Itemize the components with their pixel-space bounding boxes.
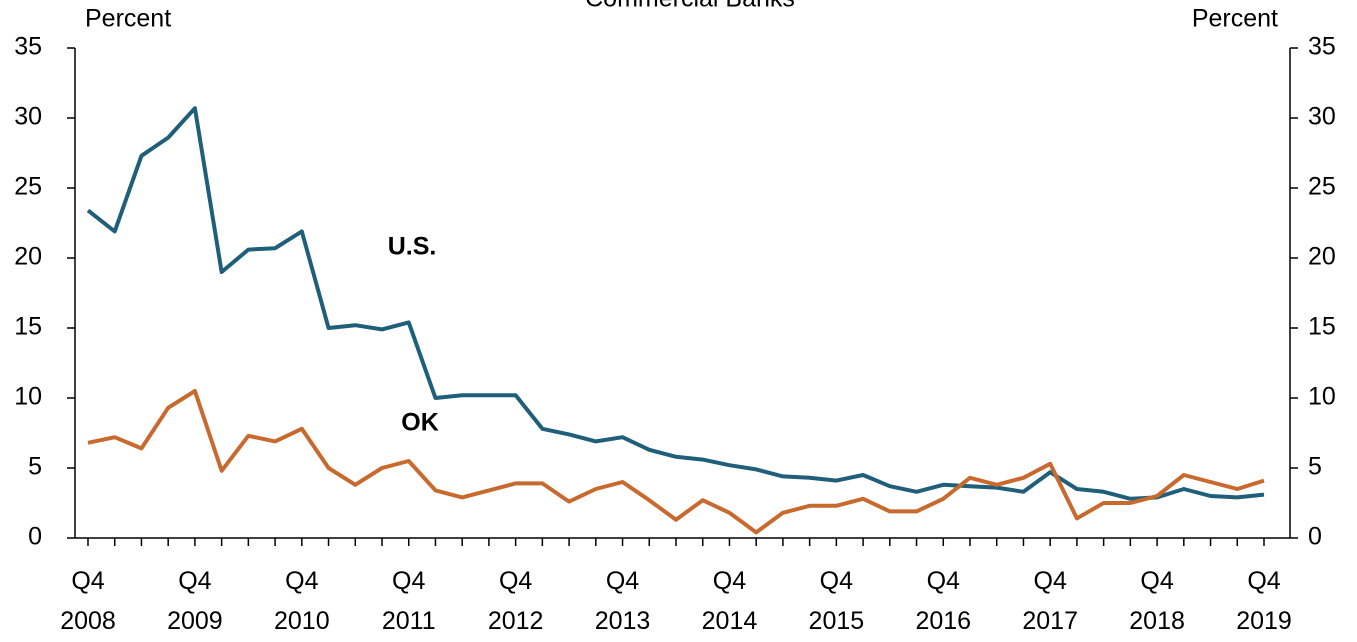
y2-tick-label: 15 [1308,313,1336,341]
series-line [87,389,1265,535]
y2-tick-label: 10 [1308,383,1336,411]
y-tick-label: 0 [28,523,42,551]
x-tick-label: Q4 2009 [167,567,223,635]
y2-tick-label: 30 [1308,103,1336,131]
x-tick-label: Q4 2014 [702,567,758,635]
x-tick-label: Q4 2008 [60,567,116,635]
x-tick-label: Q4 2011 [382,567,436,635]
x-tick-label: Q4 2019 [1236,567,1292,635]
y-tick-label: 5 [28,453,42,481]
x-tick-label: Q4 2015 [809,567,865,635]
y2-tick-label: 20 [1308,243,1336,271]
x-tick-label: Q4 2016 [915,567,971,635]
x-tick-label: Q4 2017 [1022,567,1078,635]
series-annotation: U.S. [388,233,437,261]
y-tick-label: 30 [14,103,42,131]
chart-title: Commercial Banks [585,0,795,13]
y-axis-label: Percent [85,5,171,33]
y-tick-label: 15 [14,313,42,341]
series-annotation: OK [401,409,439,437]
y-tick-label: 25 [14,173,42,201]
y2-axis-label: Percent [1192,5,1278,33]
x-tick-label: Q4 2018 [1129,567,1185,635]
y2-tick-label: 25 [1308,173,1336,201]
y2-tick-label: 5 [1308,453,1322,481]
x-tick-label: Q4 2013 [595,567,651,635]
series-line [86,106,1265,501]
x-tick-label: Q4 2012 [488,567,544,635]
y-tick-label: 20 [14,243,42,271]
y-tick-label: 35 [14,33,42,61]
y2-tick-label: 35 [1308,33,1336,61]
x-tick-label: Q4 2010 [274,567,330,635]
y-tick-label: 10 [14,383,42,411]
y2-tick-label: 0 [1308,523,1322,551]
